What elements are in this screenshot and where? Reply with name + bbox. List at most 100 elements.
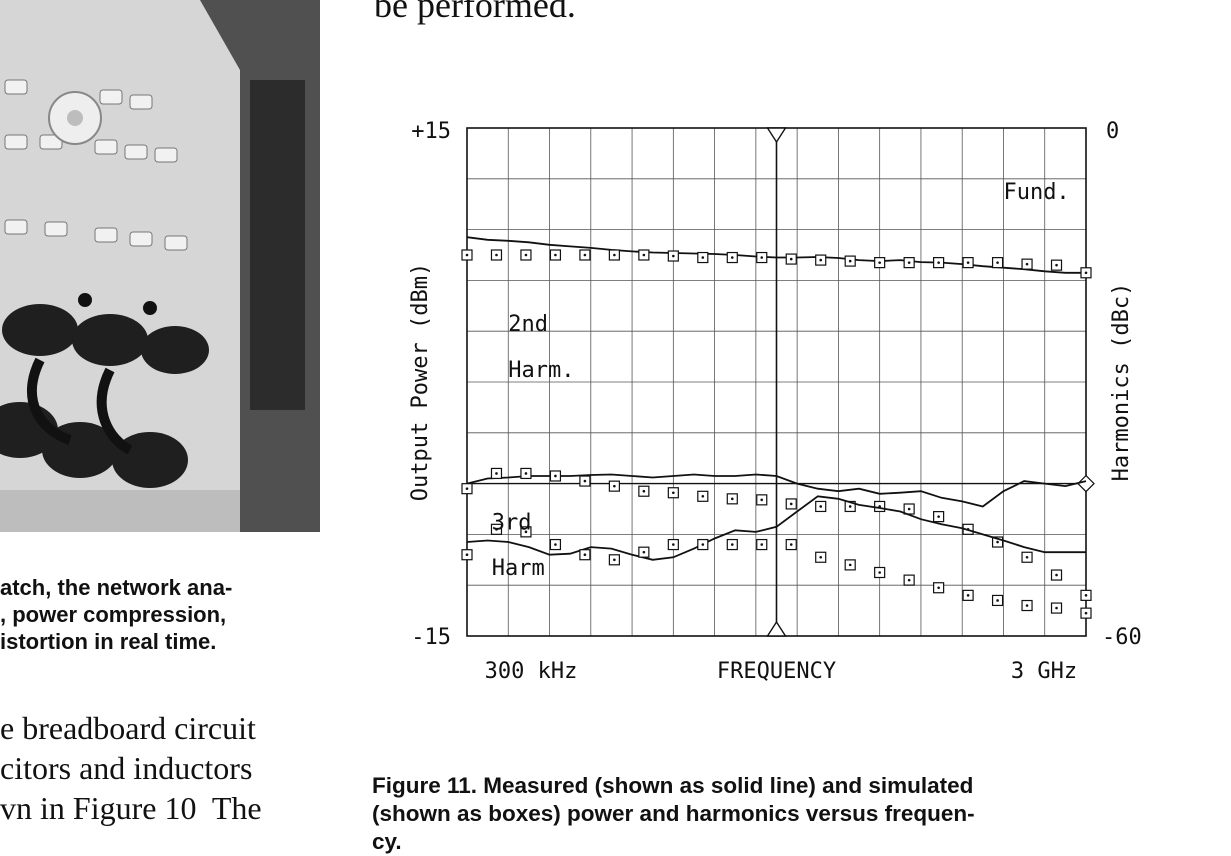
simulated-box-dot <box>848 563 852 567</box>
figure-caption-line: Figure 11. Measured (shown as solid line… <box>372 773 974 798</box>
simulated-box-dot <box>1025 262 1029 266</box>
simulated-box-dot <box>1055 263 1058 267</box>
y-axis-right-label: Harmonics (dBc) <box>1109 283 1134 482</box>
simulated-box-dot <box>789 257 793 261</box>
simulated-box-dot <box>465 487 469 490</box>
y-right-tick-top: 0 <box>1106 119 1119 144</box>
simulated-box-dot <box>524 253 528 257</box>
simulated-box-dot <box>996 261 999 264</box>
y-axis-left-label: Output Power (dBm) <box>408 263 433 501</box>
measured-line <box>466 495 1086 561</box>
photo-caption: atch, the network ana- , power compressi… <box>0 574 232 655</box>
simulated-box-dot <box>848 505 852 508</box>
center-marker-top <box>766 127 787 144</box>
simulated-box-dot <box>642 489 646 493</box>
figure-caption-line: (shown as boxes) power and harmonics ver… <box>372 801 975 826</box>
power-harmonics-chart: +15 -15 0 -60 300 kHz FREQUENCY 3 GHz Ou… <box>380 110 1180 695</box>
simulated-box-dot <box>760 256 764 259</box>
annotation-label: 2nd <box>508 312 548 337</box>
y-right-tick-bottom: -60 <box>1102 625 1142 650</box>
simulated-box-dot <box>583 479 587 483</box>
simulated-box-dot <box>1084 611 1088 615</box>
simulated-box-dot <box>789 502 793 506</box>
annotation-label: Harm <box>492 556 545 581</box>
annotation-label: 3rd <box>492 510 532 535</box>
simulated-box-dot <box>672 254 675 258</box>
simulated-box-dot <box>730 543 734 546</box>
photo-caption-line: atch, the network ana- <box>0 575 233 600</box>
simulated-box-dot <box>1084 271 1088 275</box>
simulated-box-dot <box>495 528 498 531</box>
simulated-box-dot <box>907 507 911 511</box>
instrument-photo <box>0 0 320 532</box>
chart-svg: +15 -15 0 -60 300 kHz FREQUENCY 3 GHz Ou… <box>408 119 1142 684</box>
center-marker-bottom <box>766 620 787 637</box>
figure-caption: Figure 11. Measured (shown as solid line… <box>372 772 1212 856</box>
body-text-bottom: e breadboard circuit citors and inductor… <box>0 708 262 828</box>
simulated-box-dot <box>730 256 734 259</box>
simulated-box-dot <box>583 253 587 257</box>
simulated-box-dot <box>760 498 764 502</box>
simulated-box-dot <box>524 530 528 534</box>
simulated-box-dot <box>907 578 911 582</box>
y-left-tick-top: +15 <box>411 119 451 144</box>
simulated-box-dot <box>1055 573 1058 577</box>
simulated-box-dot <box>524 472 528 475</box>
simulated-box-dot <box>996 599 999 602</box>
simulated-box-dot <box>701 256 705 259</box>
simulated-box-dot <box>701 543 705 546</box>
simulated-box-dot <box>907 261 911 264</box>
body-text-line: citors and inductors <box>0 750 253 786</box>
simulated-box-dot <box>583 553 587 557</box>
simulated-box-dot <box>937 586 940 590</box>
x-tick-right: 3 GHz <box>1011 659 1077 684</box>
photo-caption-line: , power compression, <box>0 602 227 627</box>
simulated-box-dot <box>789 543 793 546</box>
photo-caption-line: istortion in real time. <box>0 629 217 654</box>
simulated-box-dot <box>613 253 616 257</box>
simulated-box-dot <box>554 543 557 546</box>
simulated-box-dot <box>937 515 940 518</box>
simulated-box-dot <box>819 505 823 508</box>
center-markers <box>766 127 1095 637</box>
measured-line <box>466 236 1086 274</box>
annotation-label: Fund. <box>1003 180 1069 205</box>
simulated-box-dot <box>996 540 999 544</box>
simulated-box-dot <box>966 594 970 597</box>
simulated-box-dot <box>1025 604 1029 607</box>
simulated-box-dot <box>554 253 557 257</box>
simulated-box-dot <box>1025 555 1029 559</box>
series-group <box>461 236 1092 619</box>
simulated-box-dot <box>613 558 616 562</box>
simulated-box-dot <box>465 553 469 557</box>
simulated-box-dot <box>642 253 646 257</box>
simulated-box-dot <box>642 550 646 554</box>
x-axis-label: FREQUENCY <box>717 659 836 684</box>
body-text-line: e breadboard circuit <box>0 710 256 746</box>
simulated-box-dot <box>878 261 881 264</box>
instrument-photo-art <box>0 0 320 532</box>
simulated-box-dot <box>1055 606 1058 610</box>
annotation-label: Harm. <box>508 358 574 383</box>
x-tick-left: 300 kHz <box>485 659 578 684</box>
simulated-box-dot <box>465 253 469 257</box>
simulated-box-dot <box>819 258 823 262</box>
simulated-box-dot <box>613 484 616 488</box>
simulated-box-dot <box>730 497 734 501</box>
simulated-box-dot <box>819 555 823 559</box>
simulated-box-dot <box>1084 594 1088 597</box>
simulated-box-dot <box>878 571 881 574</box>
y-left-tick-bottom: -15 <box>411 625 451 650</box>
simulated-box-dot <box>701 495 705 498</box>
body-text-top: be performed. <box>374 0 576 25</box>
simulated-box-dot <box>554 474 557 478</box>
simulated-box-dot <box>672 543 675 546</box>
simulated-box-dot <box>495 472 498 475</box>
simulated-box-dot <box>495 253 498 257</box>
measured-line <box>466 473 1087 508</box>
simulated-box-dot <box>848 259 852 263</box>
simulated-box-dot <box>672 491 675 495</box>
simulated-box-dot <box>966 261 970 264</box>
body-text-line: vn in Figure 10 The <box>0 790 262 826</box>
simulated-box-dot <box>937 261 940 264</box>
